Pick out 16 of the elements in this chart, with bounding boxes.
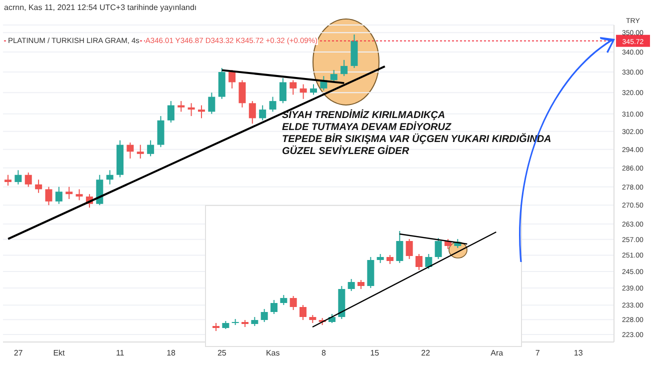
annotation: SİYAH TRENDİMİZ KIRILMADIKÇA: [282, 110, 446, 122]
x-tick-label: 7: [535, 348, 540, 358]
annotation: GÜZEL SEVİYLERE GİDER: [282, 146, 410, 158]
x-tick-label: Ekt: [53, 348, 66, 358]
x-tick-label: 27: [14, 348, 24, 358]
x-tick-label: 8: [322, 348, 327, 358]
x-tick-label: 15: [370, 348, 380, 358]
x-tick-label: 18: [166, 348, 176, 358]
text: acrnn, Kas 11, 2021 12:54 UTC+3 tarihinde yayınlandı: [4, 3, 197, 12]
x-tick-label: 25: [217, 348, 227, 358]
x-tick-label: Kas: [266, 348, 280, 358]
x-tick-label: 22: [421, 348, 431, 358]
x-tick-label: 13: [574, 348, 584, 358]
annotation: ELDE TUTMAYA DEVAM EDİYORUZ: [282, 122, 452, 133]
x-tick-label: 11: [116, 348, 125, 358]
x-tick-label: Ara: [490, 348, 504, 358]
